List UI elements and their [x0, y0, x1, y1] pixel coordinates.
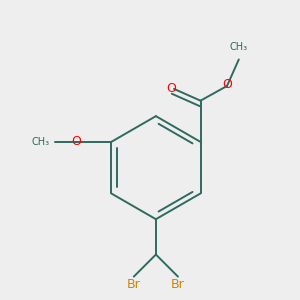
- Text: Br: Br: [171, 278, 185, 291]
- Text: CH₃: CH₃: [31, 137, 50, 147]
- Text: O: O: [166, 82, 176, 95]
- Text: CH₃: CH₃: [230, 42, 248, 52]
- Text: O: O: [71, 135, 81, 148]
- Text: Br: Br: [127, 278, 141, 291]
- Text: O: O: [222, 78, 232, 91]
